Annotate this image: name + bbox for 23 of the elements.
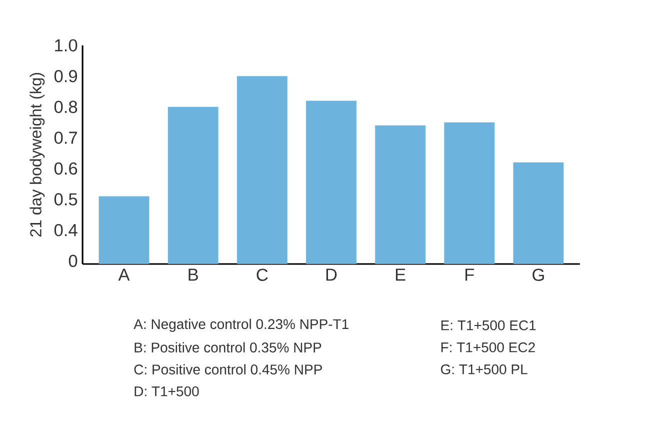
y-axis-title: 21 day bodyweight (kg)	[30, 72, 45, 237]
y-tick-label: 0.5	[54, 193, 78, 206]
x-tick-label: G	[532, 268, 544, 281]
y-tick-label: 0.9	[54, 70, 78, 82]
x-tick-label: F	[465, 268, 474, 281]
y-tick-label: 0.6	[54, 162, 78, 175]
y-tick-label: 0.4	[54, 224, 78, 236]
x-tick-label: C	[256, 268, 268, 281]
text: D: T1+500	[134, 386, 199, 396]
text: C: Positive control 0.45% NPP	[134, 364, 322, 374]
text: E: T1+500 EC1	[441, 320, 536, 330]
text: B: Positive control 0.35% NPP	[134, 342, 322, 352]
x-tick-label: E	[396, 268, 406, 281]
text: A: Negative control 0.23% NPP-T1	[134, 318, 348, 332]
y-tick-label: 0.8	[54, 100, 78, 114]
y-tick-label: 0.7	[54, 132, 77, 144]
x-tick-label: B	[188, 268, 198, 281]
text: F: T1+500 EC2	[441, 342, 535, 352]
x-tick-label: A	[118, 268, 130, 281]
y-tick-label: 0	[68, 254, 78, 268]
x-tick-label: D	[326, 268, 337, 281]
text: G: T1+500 PL	[440, 364, 528, 374]
y-tick-label: 1.0	[55, 39, 78, 52]
